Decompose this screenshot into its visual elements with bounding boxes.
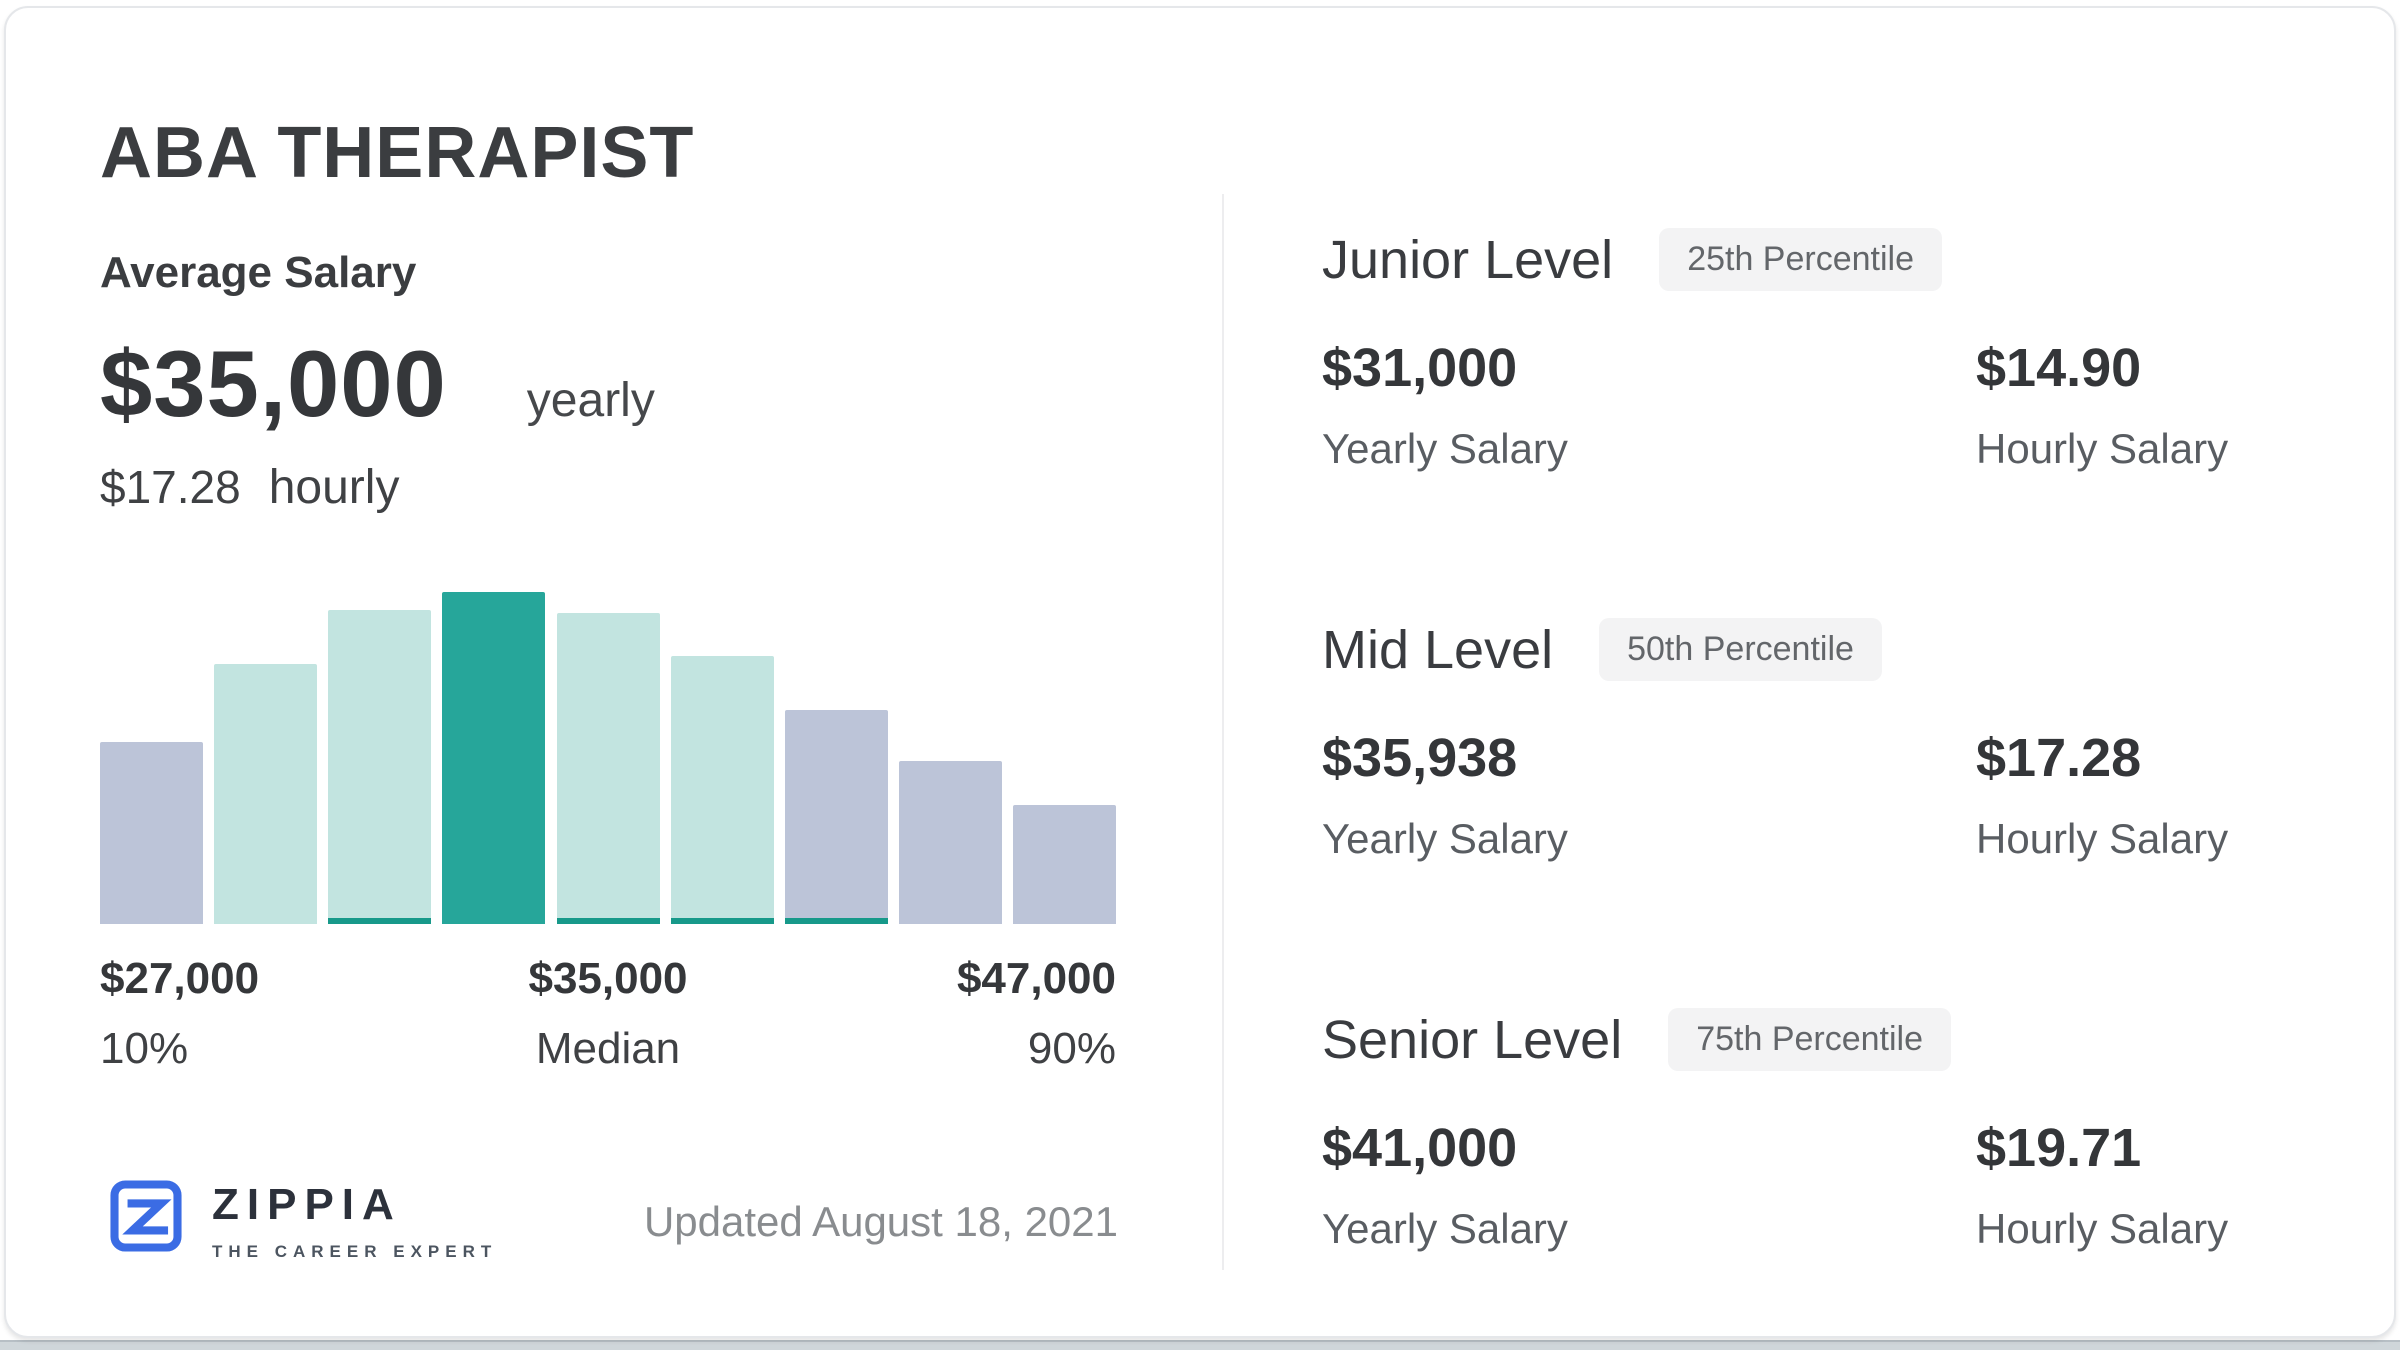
yearly-salary-label: Yearly Salary (1322, 425, 1568, 472)
level-section-junior: Junior Level 25th Percentile $31,000 Yea… (1322, 228, 2352, 497)
hourly-salary-column: $17.28 Hourly Salary (1976, 727, 2228, 863)
axis-label-median: $35,000 Median (528, 954, 687, 1074)
axis-sub: 10% (100, 1024, 189, 1073)
average-salary-label: Average Salary (100, 248, 417, 297)
level-values-row: $31,000 Yearly Salary $14.90 Hourly Sala… (1322, 337, 2352, 497)
zippia-z-icon (110, 1180, 182, 1252)
histogram-bar (1013, 805, 1116, 924)
level-values-row: $41,000 Yearly Salary $19.71 Hourly Sala… (1322, 1117, 2352, 1277)
histogram-bar (328, 610, 432, 924)
percentile-badge: 50th Percentile (1599, 618, 1882, 681)
average-yearly-row: $35,000 yearly (100, 330, 655, 438)
percentile-badge: 25th Percentile (1659, 228, 1942, 291)
histogram-bar (556, 613, 660, 924)
level-name: Mid Level (1322, 619, 1554, 680)
updated-date: Updated August 18, 2021 (643, 1198, 1118, 1245)
zippia-tagline: THE CAREER EXPERT (212, 1242, 498, 1261)
salary-distribution-chart (100, 592, 1116, 924)
yearly-salary-column: $35,938 Yearly Salary (1322, 727, 1568, 863)
level-name: Senior Level (1322, 1009, 1623, 1070)
axis-label-90th: $47,000 90% (957, 954, 1116, 1074)
vertical-divider (1222, 194, 1224, 1270)
average-yearly-value: $35,000 (100, 331, 447, 436)
histogram-bar (670, 656, 774, 924)
hourly-salary-column: $19.71 Hourly Salary (1976, 1117, 2228, 1253)
axis-sub: Median (535, 1024, 681, 1073)
axis-sub: 90% (1027, 1024, 1116, 1073)
yearly-salary-value: $35,938 (1322, 728, 1518, 788)
histogram-bar (100, 742, 203, 924)
axis-label-10th: $27,000 10% (100, 954, 259, 1074)
level-heading-row: Senior Level 75th Percentile (1322, 1008, 2352, 1071)
zippia-brand: ZIPPIA (212, 1180, 402, 1229)
level-heading-row: Junior Level 25th Percentile (1322, 228, 2352, 291)
yearly-salary-column: $31,000 Yearly Salary (1322, 337, 1568, 473)
percentile-badge: 75th Percentile (1668, 1008, 1952, 1071)
yearly-salary-label: Yearly Salary (1322, 1205, 1568, 1252)
zippia-logo-text: ZIPPIA THE CAREER EXPERT (212, 1180, 497, 1262)
level-section-senior: Senior Level 75th Percentile $41,000 Yea… (1322, 1008, 2352, 1277)
yearly-salary-value: $31,000 (1322, 338, 1518, 398)
yearly-salary-value: $41,000 (1322, 1118, 1518, 1178)
histogram-bar (442, 592, 546, 924)
level-heading-row: Mid Level 50th Percentile (1322, 618, 2352, 681)
bottom-edge-band (0, 1340, 2400, 1350)
hourly-salary-column: $14.90 Hourly Salary (1976, 337, 2228, 473)
average-hourly-unit: hourly (268, 461, 400, 514)
hourly-salary-label: Hourly Salary (1976, 815, 2229, 862)
histogram-bar (784, 710, 888, 924)
yearly-salary-column: $41,000 Yearly Salary (1322, 1117, 1568, 1253)
hourly-salary-label: Hourly Salary (1976, 425, 2229, 472)
yearly-salary-label: Yearly Salary (1322, 815, 1568, 862)
hourly-salary-value: $14.90 (1976, 338, 2142, 398)
histogram-bar (214, 664, 318, 924)
histogram-bar (898, 761, 1002, 924)
hourly-salary-label: Hourly Salary (1976, 1205, 2229, 1252)
level-section-mid: Mid Level 50th Percentile $35,938 Yearly… (1322, 618, 2352, 887)
histogram-bar-accent-strip (556, 918, 660, 924)
hourly-salary-value: $17.28 (1976, 728, 2142, 788)
histogram-bar-accent-strip (670, 918, 774, 924)
histogram-bar-accent-strip (784, 918, 888, 924)
average-hourly-row: $17.28 hourly (100, 460, 399, 515)
axis-value: $47,000 (956, 954, 1116, 1003)
zippia-logo: ZIPPIA THE CAREER EXPERT (110, 1180, 497, 1262)
histogram-bar-accent-strip (328, 918, 432, 924)
level-name: Junior Level (1322, 229, 1614, 290)
hourly-salary-value: $19.71 (1976, 1118, 2142, 1178)
axis-value: $27,000 (100, 954, 260, 1003)
average-hourly-value: $17.28 (100, 461, 241, 513)
page-title: ABA THERAPIST (100, 113, 695, 193)
salary-card: ABA THERAPIST Average Salary $35,000 yea… (4, 6, 2396, 1338)
chart-axis-labels: $27,000 10% $35,000 Median $47,000 90% (100, 954, 1116, 1074)
axis-value: $35,000 (528, 954, 688, 1003)
level-values-row: $35,938 Yearly Salary $17.28 Hourly Sala… (1322, 727, 2352, 887)
average-yearly-unit: yearly (526, 374, 655, 427)
